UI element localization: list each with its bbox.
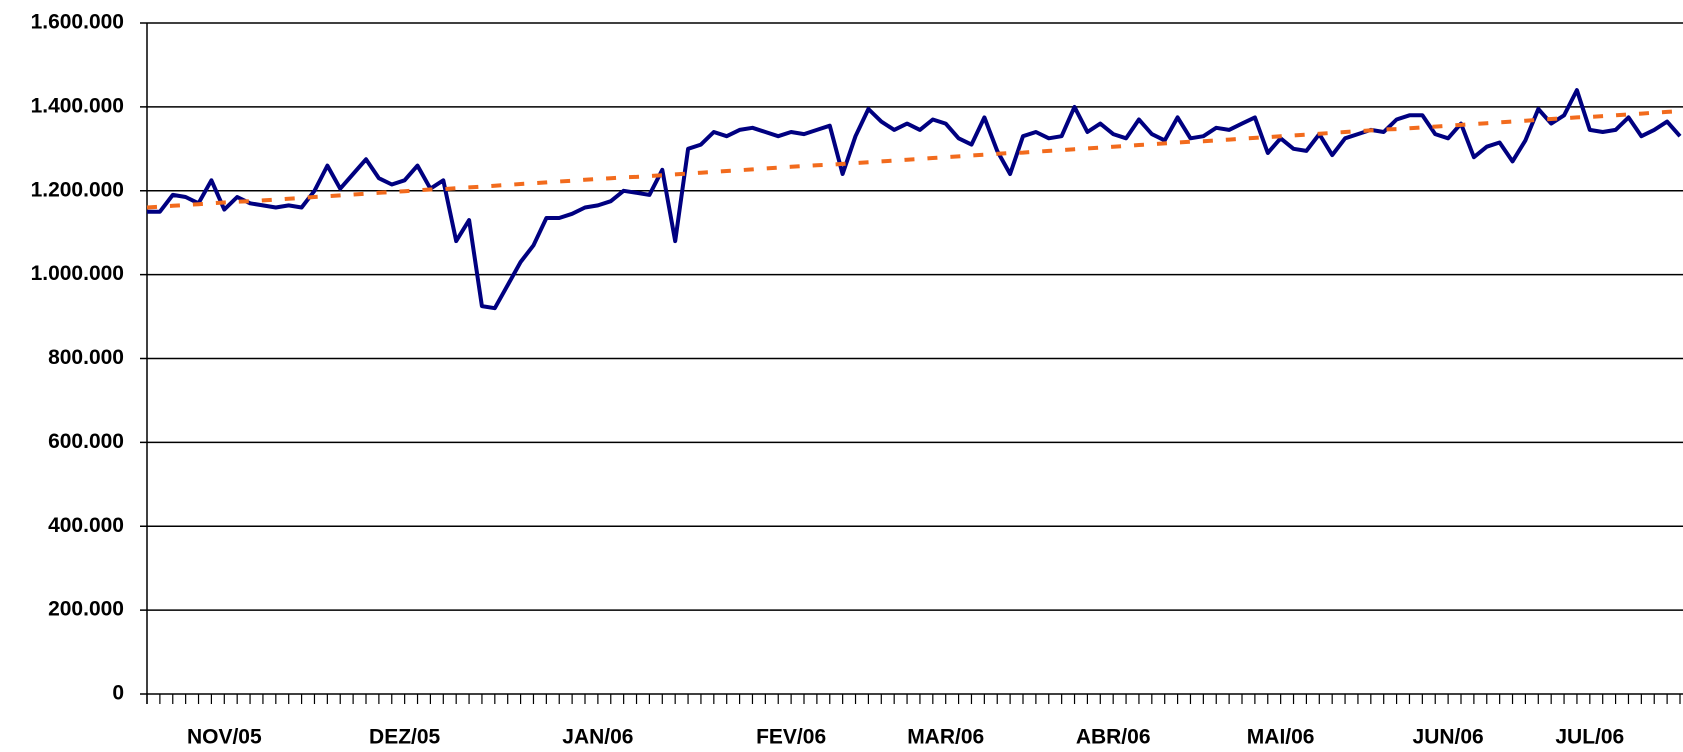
x-tick-label: MAR/06 — [907, 726, 984, 749]
x-tick-label: ABR/06 — [1076, 726, 1151, 749]
y-tick-label: 1.400.000 — [31, 94, 124, 117]
y-tick-label: 200.000 — [48, 598, 124, 621]
x-tick-label: JUN/06 — [1413, 726, 1484, 749]
x-tick-label: NOV/05 — [187, 726, 262, 749]
data-line — [147, 88, 1682, 311]
y-tick-label: 800.000 — [48, 346, 124, 369]
y-tick-label: 1.200.000 — [31, 178, 124, 201]
x-tick-label: DEZ/05 — [369, 726, 441, 749]
x-tick-label: JUL/06 — [1555, 726, 1624, 749]
y-tick-label: 1.000.000 — [31, 262, 124, 285]
y-tick-label: 400.000 — [48, 514, 124, 537]
y-tick-label: 1.600.000 — [31, 11, 124, 34]
x-tick-label: FEV/06 — [756, 726, 826, 749]
x-tick-label: JAN/06 — [562, 726, 633, 749]
trend-line — [146, 109, 1681, 210]
x-tick-label: MAI/06 — [1247, 726, 1315, 749]
y-tick-label: 0 — [112, 682, 124, 705]
y-tick-label: 600.000 — [48, 430, 124, 453]
